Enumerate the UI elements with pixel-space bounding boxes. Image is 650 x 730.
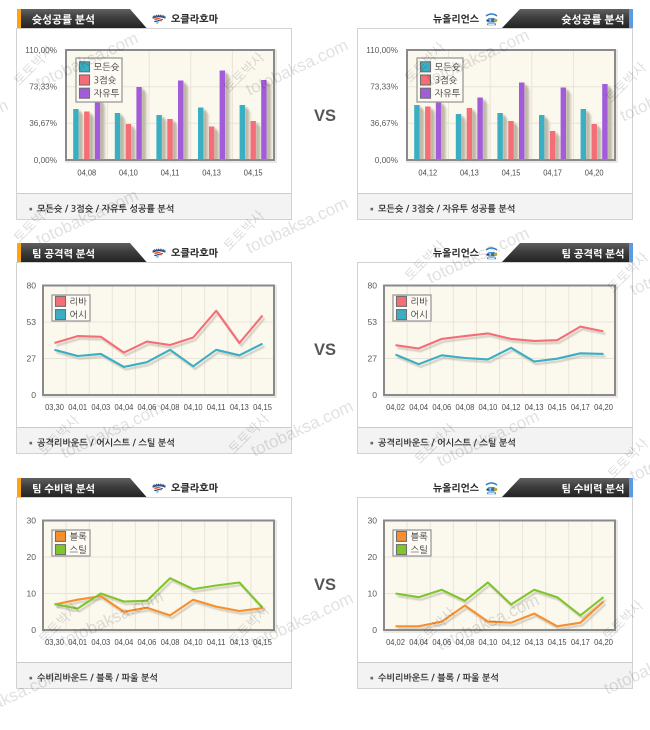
svg-text:04,06: 04,06 [138,638,157,647]
svg-text:53: 53 [26,317,36,327]
svg-text:04,13: 04,13 [202,169,221,178]
svg-text:04,15: 04,15 [253,403,272,412]
svg-text:0: 0 [31,390,36,400]
svg-text:30: 30 [367,515,377,525]
svg-text:03,30: 03,30 [45,403,64,412]
svg-text:04,12: 04,12 [502,638,521,647]
svg-text:04,04: 04,04 [115,403,134,412]
svg-text:110,00%: 110,00% [25,46,57,55]
svg-text:10: 10 [26,588,36,598]
svg-text:27: 27 [26,353,36,363]
svg-text:80: 80 [26,280,36,290]
svg-text:04,06: 04,06 [138,403,157,412]
svg-text:04,15: 04,15 [548,403,567,412]
svg-text:04,12: 04,12 [502,403,521,412]
svg-text:20: 20 [367,552,377,562]
svg-text:04,10: 04,10 [479,638,498,647]
svg-text:53: 53 [367,317,377,327]
svg-text:04,15: 04,15 [244,169,263,178]
svg-text:04,12: 04,12 [418,169,437,178]
svg-text:04,11: 04,11 [207,403,226,412]
svg-text:04,11: 04,11 [161,169,180,178]
svg-text:110,00%: 110,00% [366,46,398,55]
svg-text:04,01: 04,01 [68,403,87,412]
svg-text:04,08: 04,08 [161,638,180,647]
svg-text:04,04: 04,04 [115,638,134,647]
svg-text:04,13: 04,13 [525,638,544,647]
svg-text:0: 0 [372,390,377,400]
svg-text:04,15: 04,15 [502,169,521,178]
svg-text:04,06: 04,06 [432,403,451,412]
svg-text:04,02: 04,02 [386,403,405,412]
svg-text:04,03: 04,03 [91,638,110,647]
svg-text:04,10: 04,10 [119,169,138,178]
svg-text:04,08: 04,08 [77,169,96,178]
svg-text:04,15: 04,15 [253,638,272,647]
svg-text:0,00%: 0,00% [34,156,57,165]
svg-text:03,30: 03,30 [45,638,64,647]
svg-text:36,67%: 36,67% [29,119,57,128]
svg-text:04,10: 04,10 [184,638,203,647]
svg-text:0: 0 [372,625,377,635]
svg-text:04,20: 04,20 [594,638,613,647]
svg-text:10: 10 [367,588,377,598]
svg-text:04,13: 04,13 [460,169,479,178]
svg-text:04,17: 04,17 [571,403,590,412]
svg-text:04,20: 04,20 [594,403,613,412]
svg-text:04,13: 04,13 [230,638,249,647]
svg-text:04,06: 04,06 [432,638,451,647]
svg-text:20: 20 [26,552,36,562]
svg-text:04,08: 04,08 [161,403,180,412]
svg-text:04,10: 04,10 [479,403,498,412]
svg-text:04,11: 04,11 [207,638,226,647]
svg-text:0,00%: 0,00% [375,156,398,165]
svg-text:04,03: 04,03 [91,403,110,412]
svg-text:04,10: 04,10 [184,403,203,412]
svg-text:04,13: 04,13 [230,403,249,412]
svg-text:36,67%: 36,67% [370,119,398,128]
svg-text:73,33%: 73,33% [29,83,57,92]
svg-text:73,33%: 73,33% [370,83,398,92]
svg-text:04,01: 04,01 [68,638,87,647]
svg-text:04,02: 04,02 [386,638,405,647]
svg-text:80: 80 [367,280,377,290]
svg-text:30: 30 [26,515,36,525]
svg-text:04,04: 04,04 [409,638,428,647]
svg-text:27: 27 [367,353,377,363]
svg-text:04,17: 04,17 [543,169,562,178]
svg-text:0: 0 [31,625,36,635]
svg-text:04,08: 04,08 [456,403,475,412]
svg-text:04,17: 04,17 [571,638,590,647]
svg-text:04,15: 04,15 [548,638,567,647]
svg-text:04,08: 04,08 [456,638,475,647]
svg-text:04,13: 04,13 [525,403,544,412]
svg-text:04,20: 04,20 [585,169,604,178]
svg-text:04,04: 04,04 [409,403,428,412]
